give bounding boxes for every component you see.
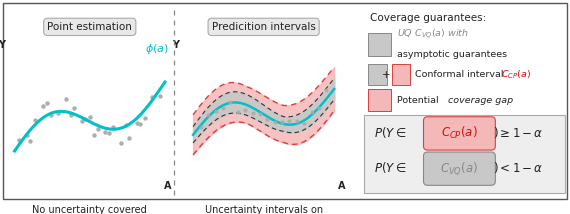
Text: Predicition intervals: Predicition intervals	[211, 22, 316, 32]
Point	[70, 106, 79, 110]
Text: A: A	[338, 181, 346, 191]
Point	[46, 114, 55, 117]
Text: A: A	[164, 181, 172, 191]
Point	[255, 112, 264, 115]
Text: $P(Y \in$: $P(Y \in$	[374, 160, 406, 175]
Point	[156, 94, 165, 98]
Point	[67, 113, 76, 116]
Point	[26, 140, 35, 143]
Point	[226, 100, 235, 103]
Text: Y: Y	[0, 40, 6, 51]
Point	[101, 130, 110, 134]
Text: +: +	[382, 70, 391, 80]
Point	[43, 102, 52, 105]
Point	[211, 109, 220, 113]
Point	[23, 133, 32, 137]
Point	[80, 117, 89, 120]
Point	[62, 98, 71, 101]
Point	[93, 128, 102, 131]
Text: No uncertainty covered: No uncertainty covered	[32, 205, 147, 214]
Point	[136, 123, 145, 126]
Point	[322, 89, 331, 92]
Point	[300, 122, 309, 125]
Text: coverage gap: coverage gap	[448, 96, 513, 105]
FancyBboxPatch shape	[368, 64, 386, 85]
Point	[86, 116, 95, 119]
Point	[90, 134, 99, 137]
Point	[124, 137, 133, 140]
FancyBboxPatch shape	[424, 117, 495, 150]
Text: $P(Y \in$: $P(Y \in$	[374, 125, 406, 140]
Point	[140, 116, 149, 120]
Point	[54, 112, 63, 115]
Text: asymptotic guarantees: asymptotic guarantees	[397, 50, 507, 59]
FancyBboxPatch shape	[368, 33, 390, 56]
Point	[270, 120, 279, 123]
Point	[132, 121, 141, 125]
Point	[117, 142, 126, 145]
Text: $C_{VQ}(a)$: $C_{VQ}(a)$	[441, 160, 478, 177]
Text: Conformal interval: Conformal interval	[416, 70, 507, 79]
Point	[38, 104, 47, 108]
FancyBboxPatch shape	[368, 89, 390, 111]
Point	[104, 131, 113, 135]
Text: $) \geq 1 - \alpha$: $) \geq 1 - \alpha$	[493, 125, 544, 140]
Text: $C_{CP}(a)$: $C_{CP}(a)$	[502, 68, 531, 81]
Point	[248, 112, 257, 115]
Text: UQ $C_{VQ}(a)$ with: UQ $C_{VQ}(a)$ with	[397, 28, 469, 42]
Point	[30, 118, 39, 121]
Point	[315, 107, 324, 110]
Text: Coverage guarantees:: Coverage guarantees:	[370, 13, 486, 23]
Point	[233, 110, 242, 114]
Text: Uncertainty intervals on: Uncertainty intervals on	[205, 205, 323, 214]
Text: $\phi(a)$: $\phi(a)$	[145, 42, 169, 56]
Point	[15, 139, 24, 142]
FancyBboxPatch shape	[364, 115, 565, 193]
Text: $) < 1 - \alpha$: $) < 1 - \alpha$	[493, 160, 544, 175]
Point	[148, 96, 157, 99]
Point	[292, 120, 302, 123]
Point	[307, 110, 316, 113]
Point	[241, 108, 250, 112]
Point	[109, 126, 118, 129]
FancyBboxPatch shape	[424, 152, 495, 185]
Point	[121, 123, 131, 127]
Point	[285, 119, 294, 123]
Point	[263, 117, 272, 121]
Text: Y: Y	[172, 40, 180, 51]
FancyBboxPatch shape	[392, 64, 410, 85]
Point	[78, 120, 87, 123]
Point	[203, 113, 213, 117]
Text: Potential: Potential	[397, 96, 441, 105]
Point	[218, 106, 227, 110]
Point	[278, 120, 287, 123]
Point	[196, 125, 206, 128]
Text: $C_{CP}(a)$: $C_{CP}(a)$	[441, 125, 478, 141]
Text: Point estimation: Point estimation	[47, 22, 132, 32]
